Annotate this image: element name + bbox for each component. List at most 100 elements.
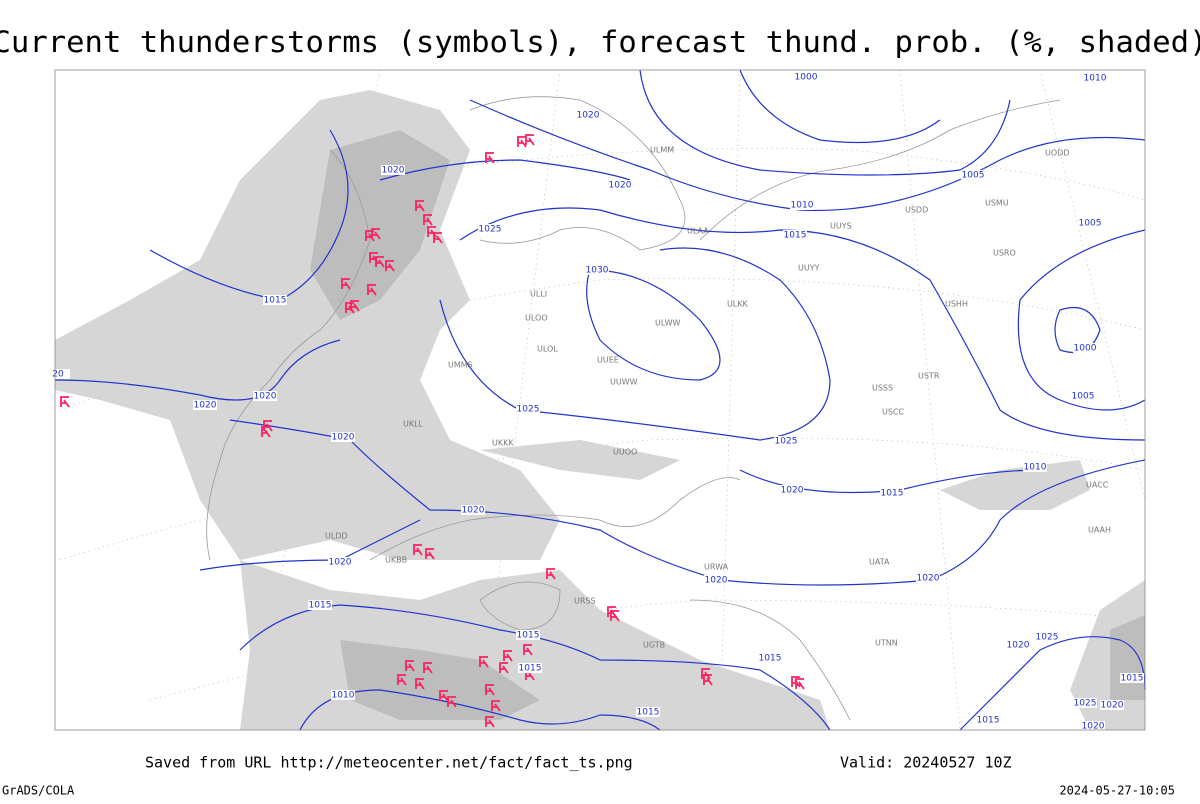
station-label: ULOL (537, 345, 558, 354)
storm-symbol (415, 200, 425, 212)
isobar-label-bg (1071, 391, 1095, 401)
isobar-label-bg (1035, 632, 1059, 642)
map: 1020 1020 1020 1025 1030 1015 1010 1015 1005 1005… (46, 69, 1146, 732)
station-label: ULMM (650, 146, 674, 155)
station-label: UUYS (830, 222, 852, 231)
map-border (54, 69, 1146, 731)
isobars (54, 69, 1146, 731)
isobar-label: 1020 (609, 181, 632, 191)
isobar-label: 1030 (586, 266, 609, 276)
storm-symbol (503, 650, 513, 662)
isobar-label: 1015 (264, 296, 287, 306)
storm-symbol (385, 260, 395, 272)
station-label: UATA (869, 558, 890, 567)
isobar-label: 1000 (795, 73, 818, 83)
station-label: UKBB (385, 556, 407, 565)
isobar-label-bg (478, 224, 502, 234)
isobar-label: 1020 (462, 506, 485, 516)
isobar-label-bg (1100, 700, 1124, 710)
isobar-label: 1015 (759, 654, 782, 664)
isobar-label: 1020 (329, 558, 352, 568)
isobar-label: 1015 (784, 231, 807, 241)
isobar-label: 1020 (705, 576, 728, 586)
station-label: UACC (1086, 481, 1109, 490)
isobar-label-bg (1073, 343, 1097, 353)
isobar-label-bg (585, 265, 609, 275)
isobar-label-bg (608, 180, 632, 190)
isobar-label: 1015 (637, 708, 660, 718)
storm-symbol (350, 300, 360, 312)
station-label: URSS (574, 597, 596, 606)
isobar-label: 1025 (1074, 699, 1097, 709)
station-labels: ULMM ULOO UODD ULAA UUYS USDD USMU ULLI UUYY ULKK… (325, 146, 1111, 650)
isobar-label: 1020 (577, 111, 600, 121)
isobar-label: 1005 (1079, 219, 1102, 229)
station-label: UODD (1045, 149, 1069, 158)
isobar-label: 1015 (517, 631, 540, 641)
storm-symbol (341, 278, 351, 290)
storm-symbol (491, 700, 501, 712)
isobar-label: 1025 (1036, 633, 1059, 643)
station-label: URWA (704, 563, 729, 572)
isobar-label-bg (976, 715, 1000, 725)
storm-symbol (795, 678, 805, 690)
storm-symbol (546, 568, 556, 580)
station-label: USDD (905, 206, 928, 215)
timestamp: 2024-05-27-10:05 (1059, 784, 1175, 798)
storm-symbol (433, 232, 443, 244)
isobar-label-bg (783, 230, 807, 240)
station-label: ULLI (530, 290, 547, 299)
isobar-label-bg (1083, 73, 1107, 83)
isobar-label-bg (516, 404, 540, 414)
station-label: UUYY (798, 264, 820, 273)
isobar-label: 1020 (781, 486, 804, 496)
isobar-label: 1020 (254, 392, 277, 402)
isobar-label-bg (308, 600, 332, 610)
isobar-label-bg (331, 690, 355, 700)
storm-symbol (525, 134, 535, 146)
isobar-label-bg (1078, 218, 1102, 228)
isobar-label-bg (253, 391, 277, 401)
storm-symbol (479, 656, 489, 668)
isobar-labels: 1020 1020 1020 1025 1030 1015 1010 1015 1005 1005… (46, 72, 1144, 732)
isobar-label-bg (518, 663, 542, 673)
storm-symbol (610, 610, 620, 622)
storm-symbol (367, 284, 377, 296)
isobar-label-bg (790, 200, 814, 210)
storm-symbol (485, 152, 495, 164)
isobar-label: 1015 (519, 664, 542, 674)
station-label: UKKK (492, 439, 514, 448)
isobar-label: 1020 (1007, 641, 1030, 651)
isobar-label: 1005 (962, 171, 985, 181)
coastlines (206, 96, 1061, 721)
storm-symbol (447, 696, 457, 708)
station-label: USRO (993, 249, 1016, 258)
isobar-label-bg (1081, 721, 1105, 731)
storm-symbol (523, 644, 533, 656)
isobar-label: 1020 (382, 166, 405, 176)
isobar-label: 1010 (1024, 463, 1047, 473)
title: Current thunderstorms (symbols), forecas… (0, 25, 1200, 59)
isobar-label-bg (794, 72, 818, 82)
isobar-label: 20 (52, 370, 64, 380)
isobar-label-bg (263, 295, 287, 305)
station-label: USHH (945, 300, 968, 309)
valid-time: Valid: 20240527 10Z (840, 754, 1012, 772)
station-label: USMU (985, 199, 1009, 208)
credit: GrADS/COLA (2, 784, 75, 798)
station-label: ULOO (525, 314, 548, 323)
storm-symbol (263, 420, 273, 432)
station-label: UGTB (643, 641, 665, 650)
storm-symbol (485, 684, 495, 696)
station-label: USCC (882, 408, 905, 417)
isobar-label: 1025 (479, 225, 502, 235)
storm-symbol (375, 256, 385, 268)
station-label: UKLL (403, 420, 424, 429)
station-label: UMMS (448, 361, 473, 370)
isobar-label-bg (46, 369, 70, 379)
storm-symbol (60, 396, 70, 408)
storm-symbol (425, 548, 435, 560)
isobar-label-bg (1023, 462, 1047, 472)
isobar-label: 1010 (791, 201, 814, 211)
